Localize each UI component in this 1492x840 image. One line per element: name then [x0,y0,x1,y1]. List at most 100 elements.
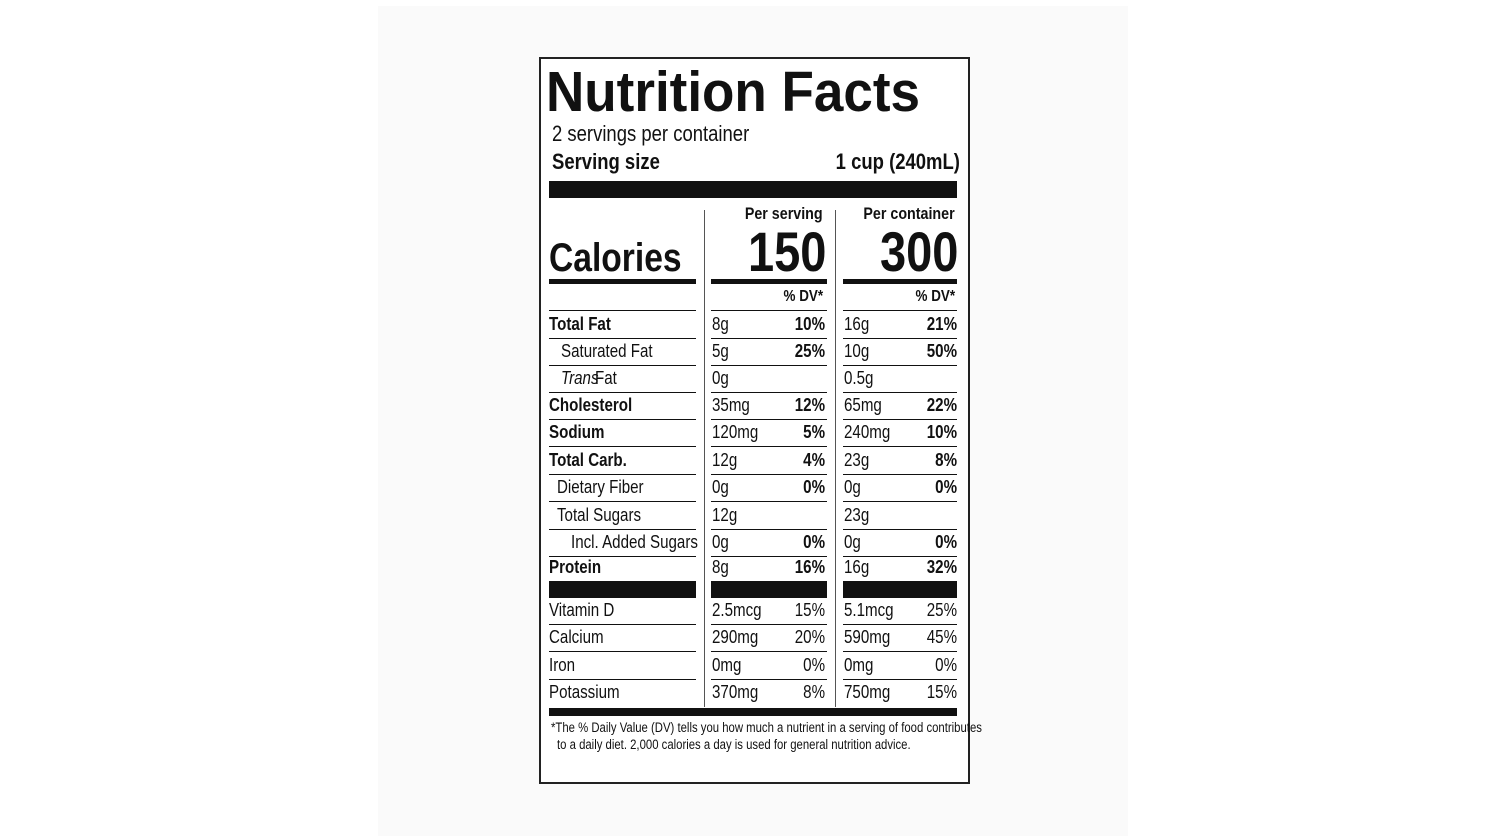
amount: 23g [844,505,870,526]
rule [843,651,957,652]
rule [549,581,696,598]
daily-value: 16% [794,557,825,578]
amount: 2.5mcg [712,600,762,621]
nutrient-name: Vitamin D [549,600,615,621]
daily-value: 12% [794,395,825,416]
rule [549,501,696,502]
rule [843,501,957,502]
nutrition-label [539,57,970,784]
amount: 290mg [712,627,759,648]
amount: 8g [712,314,729,335]
amount: 0mg [844,655,874,676]
nutrient-name: Incl. Added Sugars [571,532,698,553]
rule [549,679,696,680]
daily-value: 0% [935,532,957,553]
rule [549,181,957,198]
nutrient-name: Cholesterol [549,395,633,416]
daily-value: 32% [926,557,957,578]
daily-value: 15% [926,682,957,703]
daily-value: 8% [935,450,957,471]
amount: 0g [844,532,861,553]
rule [711,279,827,284]
rule [843,474,957,475]
rule [711,651,827,652]
rule [549,365,696,366]
serving-size-label: Serving size [552,148,660,174]
rule [549,474,696,475]
rule [549,529,696,530]
rule [843,624,957,625]
nutrient-name: Potassium [549,682,620,703]
rule [843,338,957,339]
daily-value: 15% [794,600,825,621]
daily-value: 0% [935,477,957,498]
rule [711,365,827,366]
rule [843,581,957,598]
amount: 0g [712,532,729,553]
daily-value: 8% [803,682,825,703]
footnote: to a daily diet. 2,000 calories a day is… [557,737,911,753]
column-header: Per serving [745,203,823,223]
column-header: Per container [863,203,955,223]
rule [843,679,957,680]
daily-value: 21% [926,314,957,335]
amount: 35mg [712,395,750,416]
amount: 23g [844,450,870,471]
amount: 10g [844,341,870,362]
rule [843,529,957,530]
amount: 0.5g [844,368,874,389]
rule [711,446,827,447]
daily-value: 0% [803,532,825,553]
rule [711,624,827,625]
dv-header: % DV* [915,287,955,305]
daily-value: 25% [794,341,825,362]
amount: 0g [712,368,729,389]
amount: 12g [712,505,738,526]
amount: 16g [844,557,870,578]
rule [549,651,696,652]
servings: 2 servings per container [552,120,750,146]
rule [549,392,696,393]
rule [549,624,696,625]
daily-value: 45% [926,627,957,648]
rule [843,279,957,284]
daily-value: 10% [926,422,957,443]
rule [711,419,827,420]
nutrient-name: Calcium [549,627,604,648]
dv-header: % DV* [783,287,823,305]
rule [549,708,957,716]
rule [843,365,957,366]
rule [711,556,827,557]
amount: 590mg [844,627,891,648]
calories-value: 300 [879,219,958,283]
daily-value: 0% [803,655,825,676]
rule [711,501,827,502]
nutrient-name: Saturated Fat [561,341,653,362]
rule [711,310,827,311]
rule [549,310,696,311]
rule [549,419,696,420]
calories-label: Calories [549,236,682,280]
footnote: *The % Daily Value (DV) tells you how mu… [551,720,982,736]
amount: 5.1mcg [844,600,894,621]
nutrient-name: Total Carb. [549,450,627,471]
amount: 240mg [844,422,891,443]
rule [843,392,957,393]
daily-value: 22% [926,395,957,416]
daily-value: 4% [803,450,825,471]
rule [711,581,827,598]
column-divider [835,210,836,707]
amount: 12g [712,450,738,471]
amount: 120mg [712,422,759,443]
rule [711,392,827,393]
daily-value: 0% [935,655,957,676]
nutrient-name: Dietary Fiber [557,477,644,498]
daily-value: 5% [803,422,825,443]
amount: 8g [712,557,729,578]
amount: 5g [712,341,729,362]
amount: 370mg [712,682,759,703]
daily-value: 25% [926,600,957,621]
rule [549,556,696,557]
amount: 0g [844,477,861,498]
